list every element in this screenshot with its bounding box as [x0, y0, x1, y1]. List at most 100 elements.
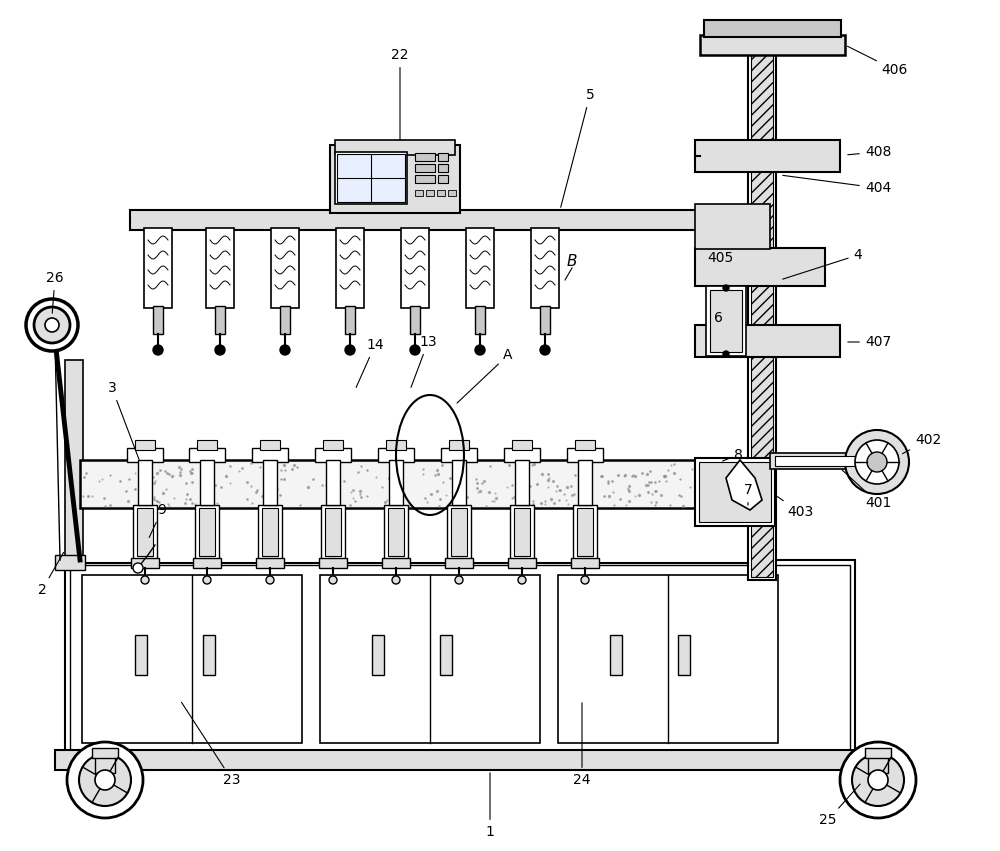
Bar [153, 306, 163, 334]
Circle shape [266, 576, 274, 584]
Bar [193, 558, 221, 568]
Bar [401, 228, 429, 308]
Bar [415, 164, 435, 172]
Circle shape [410, 345, 420, 355]
Text: 407: 407 [848, 335, 891, 349]
Bar [389, 460, 403, 505]
Circle shape [280, 345, 290, 355]
Bar [865, 748, 891, 758]
Bar [127, 448, 163, 462]
Bar [320, 575, 540, 743]
Bar [531, 228, 559, 308]
Text: 13: 13 [411, 335, 437, 387]
Bar [271, 228, 299, 308]
Circle shape [45, 318, 59, 332]
Bar [337, 154, 405, 202]
Text: 24: 24 [573, 703, 591, 787]
Bar [138, 460, 152, 505]
Text: A: A [457, 348, 513, 403]
Circle shape [392, 576, 400, 584]
Text: 22: 22 [391, 48, 409, 140]
Bar [326, 460, 340, 505]
Bar [426, 190, 434, 196]
Bar [330, 145, 460, 213]
Bar [441, 448, 477, 462]
Text: 404: 404 [783, 175, 891, 195]
Text: 14: 14 [356, 338, 384, 387]
Bar [751, 38, 773, 577]
Bar [195, 505, 219, 560]
Circle shape [34, 307, 70, 343]
Bar [512, 440, 532, 450]
Bar [868, 755, 888, 773]
Bar [571, 558, 599, 568]
Circle shape [723, 351, 729, 357]
Bar [315, 448, 351, 462]
Bar [260, 440, 280, 450]
Bar [449, 440, 469, 450]
Circle shape [867, 452, 887, 472]
Bar [770, 453, 865, 469]
Bar [336, 228, 364, 308]
Bar [55, 750, 865, 770]
Bar [578, 460, 592, 505]
Bar [258, 505, 282, 560]
Bar [573, 505, 597, 560]
Bar [70, 565, 850, 750]
Bar [610, 635, 622, 675]
Bar [775, 456, 860, 466]
Text: 408: 408 [848, 145, 891, 159]
Text: 6: 6 [714, 311, 722, 325]
Bar [131, 558, 159, 568]
Circle shape [840, 742, 916, 818]
Circle shape [475, 345, 485, 355]
Bar [451, 508, 467, 556]
Bar [55, 555, 85, 570]
Circle shape [855, 440, 899, 484]
Bar [540, 306, 550, 334]
Bar [130, 210, 700, 230]
Text: 5: 5 [561, 88, 594, 208]
Bar [319, 558, 347, 568]
Circle shape [540, 345, 550, 355]
Bar [695, 325, 840, 357]
Bar [695, 204, 770, 249]
Bar [445, 558, 473, 568]
Text: 7: 7 [744, 483, 752, 505]
Bar [335, 152, 407, 204]
Circle shape [133, 563, 143, 573]
Bar [378, 448, 414, 462]
Bar [700, 35, 845, 55]
Bar [252, 448, 288, 462]
Circle shape [518, 576, 526, 584]
Text: 8: 8 [723, 448, 742, 462]
Bar [415, 190, 423, 196]
Bar [65, 560, 855, 760]
Bar [384, 505, 408, 560]
Bar [197, 440, 217, 450]
Bar [215, 306, 225, 334]
Circle shape [329, 576, 337, 584]
Text: 26: 26 [46, 271, 64, 313]
Text: 405: 405 [707, 251, 733, 265]
Bar [92, 748, 118, 758]
Bar [256, 558, 284, 568]
Bar [710, 290, 742, 352]
Bar [321, 505, 345, 560]
Bar [200, 460, 214, 505]
Circle shape [868, 770, 888, 790]
Bar [437, 190, 445, 196]
Text: 2: 2 [38, 552, 64, 597]
Text: 403: 403 [777, 497, 813, 519]
Circle shape [723, 285, 729, 291]
Bar [415, 153, 435, 161]
Bar [189, 448, 225, 462]
Text: 401: 401 [842, 470, 891, 510]
Bar [510, 505, 534, 560]
Bar [438, 164, 448, 172]
Circle shape [581, 576, 589, 584]
Text: 406: 406 [847, 46, 908, 77]
Bar [575, 440, 595, 450]
Bar [475, 306, 485, 334]
Bar [386, 440, 406, 450]
